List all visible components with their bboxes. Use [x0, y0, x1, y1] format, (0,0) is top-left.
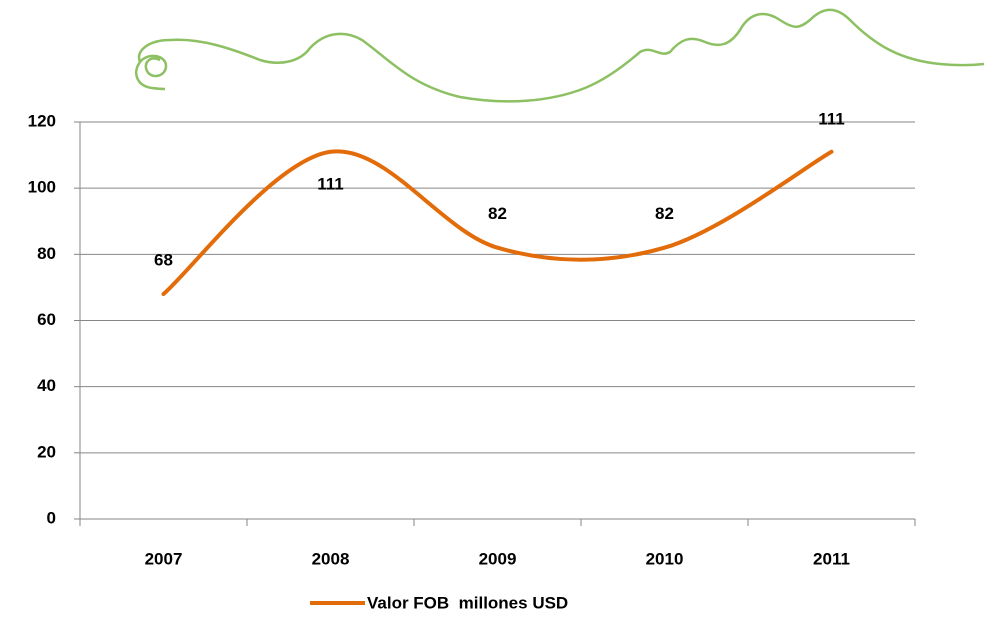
data-label: 68	[154, 251, 173, 270]
x-tick-label: 2007	[145, 549, 183, 568]
data-label: 82	[655, 204, 674, 223]
line	[161, 149, 834, 297]
x-tick-label: 2010	[646, 549, 684, 568]
y-tick-label: 60	[37, 310, 56, 329]
legend-label: Valor FOB millones USD	[367, 593, 568, 612]
data-label: 111	[818, 109, 845, 128]
y-tick-label: 80	[37, 244, 56, 263]
x-tick-label: 2011	[813, 549, 850, 568]
data-label: 82	[488, 204, 507, 223]
x-tick-label: 2008	[312, 549, 350, 568]
x-tick-label: 2009	[479, 549, 517, 568]
data-label: 111	[317, 174, 344, 193]
y-tick-label: 120	[28, 111, 56, 130]
y-tick-label: 40	[37, 376, 56, 395]
y-tick-label: 20	[37, 442, 56, 461]
y-tick-label: 100	[28, 178, 56, 197]
y-tick-label: 0	[47, 508, 56, 527]
decoration	[135, 8, 984, 103]
